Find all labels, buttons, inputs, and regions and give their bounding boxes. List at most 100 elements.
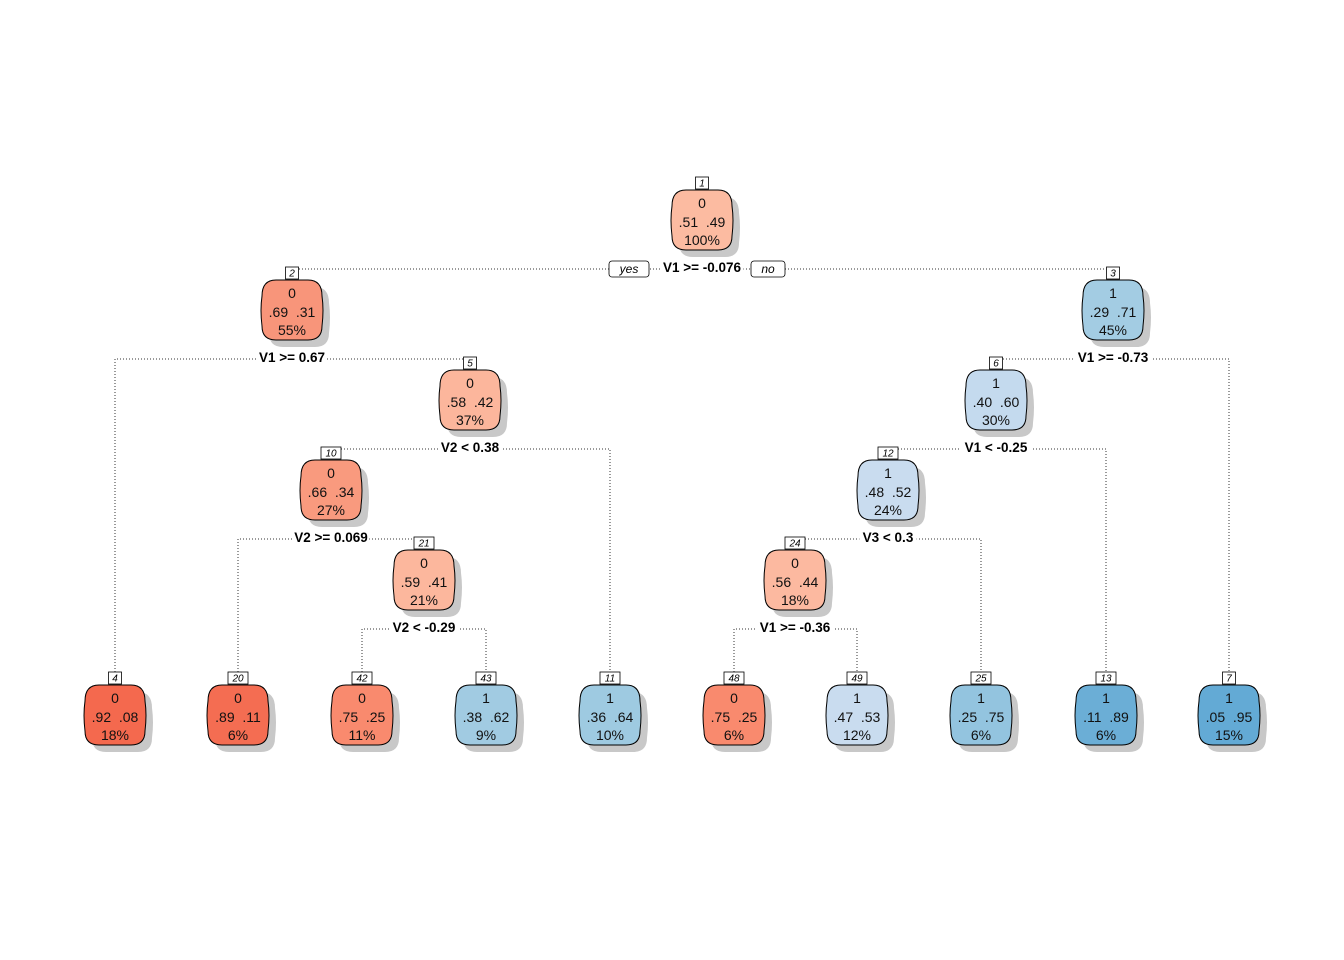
node-id-box [846,671,868,685]
node-probs: .58 .42 [447,394,494,410]
node-id: 12 [882,449,894,460]
node-id-box [695,176,709,190]
node-probs: .75 .25 [339,709,386,725]
split-label-bg [961,439,1031,454]
node-class: 1 [853,690,861,706]
node-probs: .92 .08 [92,709,139,725]
tree-node-42: 42 0 .75 .25 11% [330,671,400,752]
node-percent: 6% [228,727,248,743]
node-percent: 11% [349,727,376,743]
node-id-box [351,671,373,685]
node-probs: .75 .25 [711,709,758,725]
node-box [578,684,642,746]
node-box [299,459,363,521]
node-id: 6 [993,359,999,370]
node-percent: 37% [456,412,484,428]
node-id: 49 [851,674,863,685]
yes-label: yes [619,262,639,276]
tree-node-21: 21 0 .59 .41 21% [392,536,462,617]
node-class: 1 [1109,285,1117,301]
node-id-box [877,446,899,460]
split-label-bg [1074,349,1152,364]
split-label: V1 < -0.25 [965,440,1028,455]
node-id: 4 [112,674,118,685]
node-class: 1 [992,375,1000,391]
node-box [1081,279,1145,341]
edge-line [330,447,611,672]
tree-node-24: 24 0 .56 .44 18% [763,536,833,617]
node-probs: .29 .71 [1090,304,1137,320]
node-probs: .05 .95 [1206,709,1253,725]
node-id: 3 [1110,269,1116,280]
split-label: V2 >= 0.069 [294,530,368,545]
node-box [670,189,734,251]
node-id: 2 [288,269,295,280]
node-probs: .11 .89 [1083,709,1129,725]
node-percent: 6% [724,727,744,743]
node-id: 43 [480,674,492,685]
tree-node-3: 3 1 .29 .71 45% [1081,266,1151,347]
node-percent: 6% [971,727,991,743]
node-class: 1 [1225,690,1233,706]
node-percent: 18% [101,727,129,743]
split-label-bg [660,259,744,274]
node-id: 21 [417,539,429,550]
node-id: 5 [467,359,473,370]
node-class: 0 [791,555,799,571]
tree-node-12: 12 1 .48 .52 24% [856,446,926,527]
node-id-box [475,671,497,685]
node-class: 0 [234,690,242,706]
node-percent: 30% [982,412,1010,428]
node-box [83,684,147,746]
node-id-box [463,356,477,370]
node-percent: 9% [476,727,496,743]
node-class: 0 [420,555,428,571]
split-label-bg [859,529,917,544]
node-box [206,684,270,746]
node-id-box [970,671,992,685]
yes-box [608,260,650,278]
node-class: 0 [730,690,738,706]
node-probs: .89 .11 [215,709,261,725]
node-class: 1 [1102,690,1110,706]
node-percent: 45% [1099,322,1127,338]
edge-line [361,628,487,672]
node-id: 1 [699,179,705,190]
node-id-box [723,671,745,685]
node-id: 24 [788,539,801,550]
node-probs: .51 .49 [679,214,726,230]
node-id-box [320,446,342,460]
node-box [454,684,518,746]
node-box [763,549,827,611]
node-box [825,684,889,746]
node-class: 0 [288,285,296,301]
node-probs: .47 .53 [834,709,881,725]
node-probs: .48 .52 [865,484,912,500]
node-id-box [227,671,249,685]
node-class: 0 [327,465,335,481]
node-box [330,684,394,746]
node-id-box [285,266,299,280]
split-label: V1 >= -0.73 [1078,350,1149,365]
split-label-bg [389,619,459,634]
node-id: 42 [356,674,368,685]
node-box [964,369,1028,431]
tree-node-1: 1 0 .51 .49 100% [670,176,740,257]
no-label: no [761,262,775,276]
node-box [856,459,920,521]
node-probs: .25 .75 [958,709,1005,725]
split-label-bg [257,349,327,364]
split-label: V3 < 0.3 [863,530,914,545]
node-id-box [599,671,621,685]
node-percent: 10% [596,727,624,743]
node-percent: 100% [684,232,720,248]
node-class: 1 [482,690,490,706]
tree-node-4: 4 0 .92 .08 18% [83,671,153,752]
node-percent: 18% [781,592,809,608]
split-label: V2 < -0.29 [393,620,456,635]
node-box [702,684,766,746]
node-id-box [1106,266,1120,280]
node-box [1197,684,1261,746]
